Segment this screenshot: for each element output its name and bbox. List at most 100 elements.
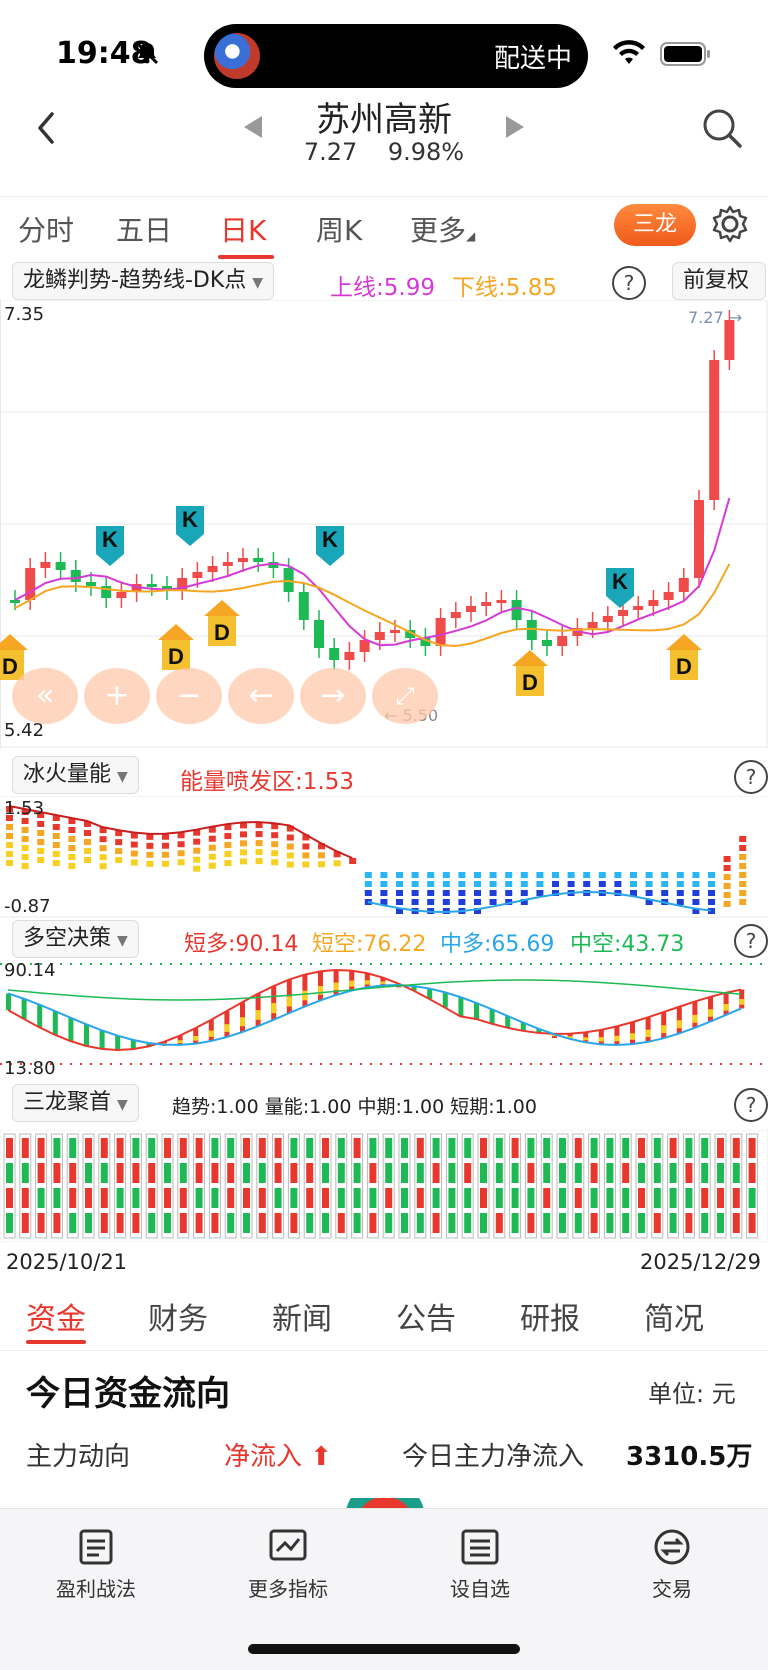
candle-body [542,640,552,646]
energy-bar-cell [130,850,138,857]
scroll-left-button[interactable]: ← [228,668,294,724]
nav-trade[interactable]: 交易 [612,1527,732,1602]
ls-bar [193,1028,199,1044]
main-indicator-dropdown[interactable]: 龙鳞判势-趋势线-DK点 ▼ [12,262,275,300]
d-marker: D [204,600,240,646]
energy-bar-cell [115,857,123,864]
tab-funds[interactable]: 资金 [26,1302,86,1337]
help-icon[interactable]: ? [734,760,768,794]
zoom-in-button[interactable]: + [84,668,150,724]
sanlong-button[interactable]: 三龙 [614,204,696,246]
tab-announcements[interactable]: 公告 [396,1302,456,1337]
ice-bar-cell [692,908,700,914]
sl-cell [638,1188,645,1208]
tab-news[interactable]: 新闻 [272,1302,332,1337]
dynamic-island[interactable]: 配送中 [204,24,588,88]
sl-cell [511,1213,519,1233]
lower-line-label: 下线:5.85 [452,275,557,301]
energy-bar-cell [193,829,201,836]
tab-five-day[interactable]: 五日 [116,214,173,247]
sl-cell [590,1213,598,1233]
sl-cell [353,1138,361,1158]
sl-cell [243,1138,250,1158]
k-marker-arrow [96,554,124,566]
energy-bar-cell [6,851,13,857]
sl-cell [369,1213,377,1233]
sl-cell [464,1138,472,1158]
energy-bar-cell [84,839,91,845]
energy-bar-cell [739,863,747,869]
sl-column [619,1133,632,1239]
candle-body [162,586,172,590]
help-icon[interactable]: ? [612,266,646,300]
tab-intraday[interactable]: 分时 [18,214,75,247]
tab-more[interactable]: 更多◢ [410,209,475,249]
scroll-right-button[interactable]: → [300,668,366,724]
energy-bar-cell [146,851,154,858]
energy-bar-cell [21,809,29,815]
sl-cell [401,1188,408,1208]
ice-bar-cell [411,890,419,896]
ls-indicator-dropdown[interactable]: 多空决策 ▼ [12,920,139,958]
zoom-out-button[interactable]: − [156,668,222,724]
energy-bar-cell [302,861,310,868]
sl-cell [100,1138,108,1158]
prev-stock-icon[interactable] [242,114,264,140]
candle-body [709,360,720,500]
tab-research[interactable]: 研报 [520,1302,580,1337]
ice-bar-cell [676,890,684,896]
sl-cell [116,1188,124,1208]
sl-cell [306,1163,314,1183]
ls-indicator-name: 多空决策 [23,926,112,951]
sl-cell [258,1213,266,1233]
ice-bar-cell [489,872,497,878]
candlestick-chart[interactable]: K K K K D D D D D [0,300,768,748]
candle-body [70,570,81,582]
sl-cell [369,1138,377,1158]
sl-cell [606,1138,614,1158]
ice-bar-cell [380,881,388,887]
tab-daily-k[interactable]: 日K [220,214,267,247]
short-short-label: 短空:76.22 [312,932,427,957]
help-icon[interactable]: ? [734,1088,768,1122]
d-marker: D [512,650,548,696]
sl-cell [480,1188,487,1208]
dropdown-caret-icon: ▼ [117,1097,128,1113]
search-icon[interactable] [700,106,744,150]
sl-column [145,1133,158,1239]
restore-rights-button[interactable]: 前复权 [672,262,766,300]
gear-icon[interactable] [710,204,750,244]
candle-body [329,648,340,660]
sl-cell [448,1188,456,1208]
ls-bar [68,1017,74,1042]
nav-profit-strategy[interactable]: 盈利战法 [36,1527,156,1602]
energy-bar-cell [52,824,60,830]
sl-cell [464,1163,472,1183]
back-chevron-icon[interactable] [30,108,62,148]
sl-cell [53,1163,61,1183]
energy-burst-label: 能量喷发区:1.53 [180,769,354,795]
tab-finance[interactable]: 财务 [148,1302,208,1337]
energy-bar-cell [302,843,310,850]
tab-weekly-k[interactable]: 周K [316,214,363,247]
ls-y-low: 13.80 [4,1058,56,1079]
ls-y-high: 90.14 [4,960,56,981]
sl-indicator-dropdown[interactable]: 三龙聚首 ▼ [12,1084,139,1122]
ice-bar-cell [396,881,403,887]
next-stock-icon[interactable] [504,114,526,140]
scroll-left-fast-button[interactable]: « [12,668,78,724]
energy-bar-cell [146,833,154,840]
candle-body [633,606,644,610]
sl-cell [543,1163,551,1183]
ice-bar-cell [458,881,466,887]
help-icon[interactable]: ? [734,924,768,958]
ice-bar-cell [411,872,419,878]
nav-more-indicators[interactable]: 更多指标 [228,1527,348,1602]
nav-add-watchlist[interactable]: 设自选 [420,1527,540,1602]
candle-body [602,616,613,622]
sl-cell [748,1138,756,1158]
sl-cell [574,1188,582,1208]
vol-indicator-dropdown[interactable]: 冰火量能 ▼ [12,756,139,794]
fullscreen-button[interactable]: ⤢ [372,668,438,724]
tab-profile[interactable]: 简况 [644,1302,704,1337]
